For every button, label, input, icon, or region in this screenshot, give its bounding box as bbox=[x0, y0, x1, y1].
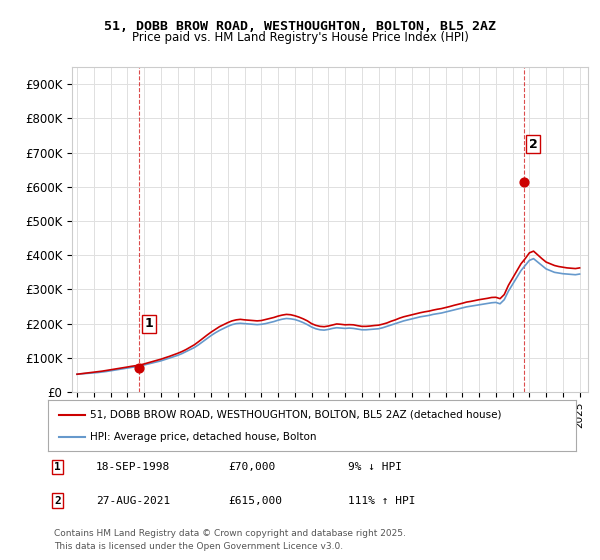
Text: Contains HM Land Registry data © Crown copyright and database right 2025.: Contains HM Land Registry data © Crown c… bbox=[54, 529, 406, 538]
Text: 9% ↓ HPI: 9% ↓ HPI bbox=[348, 462, 402, 472]
Text: 18-SEP-1998: 18-SEP-1998 bbox=[96, 462, 170, 472]
Text: £615,000: £615,000 bbox=[228, 496, 282, 506]
Text: £70,000: £70,000 bbox=[228, 462, 275, 472]
Point bbox=[518, 178, 529, 186]
Text: 51, DOBB BROW ROAD, WESTHOUGHTON, BOLTON, BL5 2AZ (detached house): 51, DOBB BROW ROAD, WESTHOUGHTON, BOLTON… bbox=[90, 409, 502, 419]
Text: This data is licensed under the Open Government Licence v3.0.: This data is licensed under the Open Gov… bbox=[54, 542, 343, 550]
Text: 27-AUG-2021: 27-AUG-2021 bbox=[96, 496, 170, 506]
Point bbox=[134, 363, 144, 372]
Text: 51, DOBB BROW ROAD, WESTHOUGHTON, BOLTON, BL5 2AZ: 51, DOBB BROW ROAD, WESTHOUGHTON, BOLTON… bbox=[104, 20, 496, 32]
Text: 111% ↑ HPI: 111% ↑ HPI bbox=[348, 496, 415, 506]
Text: 1: 1 bbox=[54, 462, 61, 472]
Text: 2: 2 bbox=[529, 138, 537, 151]
Text: HPI: Average price, detached house, Bolton: HPI: Average price, detached house, Bolt… bbox=[90, 432, 317, 442]
Text: 2: 2 bbox=[54, 496, 61, 506]
Text: Price paid vs. HM Land Registry's House Price Index (HPI): Price paid vs. HM Land Registry's House … bbox=[131, 31, 469, 44]
Text: 1: 1 bbox=[145, 317, 153, 330]
